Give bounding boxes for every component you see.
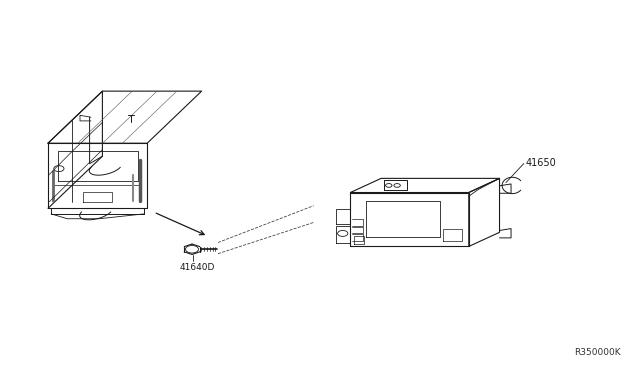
- Text: R350000K: R350000K: [574, 348, 621, 357]
- Text: 41650: 41650: [525, 158, 556, 169]
- Text: 41640D: 41640D: [179, 263, 214, 272]
